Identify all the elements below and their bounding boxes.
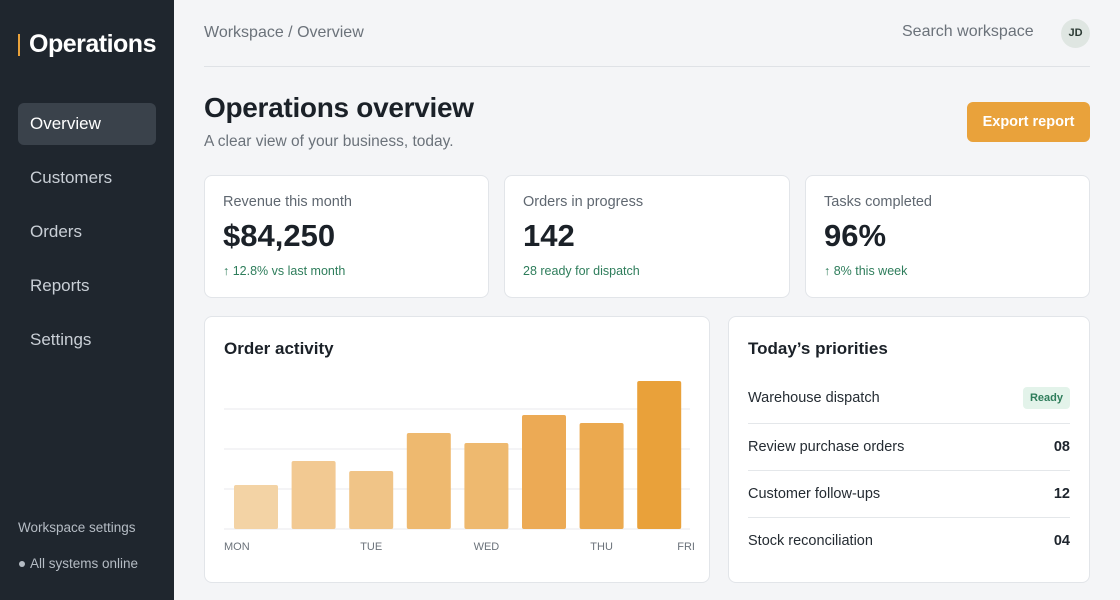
avatar[interactable]: JD — [1061, 19, 1090, 48]
divider — [204, 66, 1090, 67]
kpi-card: Orders in progress 142 28 ready for disp… — [504, 175, 790, 298]
priority-label: Review purchase orders — [748, 439, 905, 455]
kpi-note: ↑ 8% this week — [824, 264, 908, 278]
priority-row: Stock reconciliation 04 — [748, 518, 1070, 564]
priority-value: 08 — [1053, 439, 1070, 455]
x-tick-label: TUE — [360, 541, 382, 553]
kpi-note: 28 ready for dispatch — [523, 264, 640, 278]
kpi-label: Orders in progress — [523, 194, 644, 210]
bar — [464, 443, 509, 529]
priority-label: Stock reconciliation — [748, 533, 873, 549]
row-divider — [748, 517, 1070, 518]
x-tick-label: FRI — [677, 541, 695, 553]
bar — [291, 461, 336, 529]
status-badge: Ready — [1022, 387, 1070, 409]
bar — [406, 433, 451, 529]
chart: MON TUE WED THU FRI — [224, 381, 695, 553]
x-tick-label: WED — [474, 541, 500, 553]
row-divider — [748, 423, 1070, 424]
chart-card: Order activity MON TUE WED THU FRI — [204, 316, 710, 583]
bar — [522, 415, 566, 529]
kpi-value: 96% — [824, 218, 887, 253]
kpi-label: Revenue this month — [223, 194, 352, 210]
sidebar: Operations Overview Customers Orders Rep… — [0, 0, 174, 600]
priority-row: Review purchase orders 08 — [748, 424, 1070, 470]
bar — [579, 423, 624, 529]
page-title: Operations overview — [204, 92, 474, 123]
nav-item[interactable]: Orders — [30, 222, 82, 241]
brand-accent — [18, 34, 20, 56]
kpi-value: $84,250 — [223, 218, 336, 253]
kpi-note: ↑ 12.8% vs last month — [223, 264, 346, 278]
priority-label: Customer follow-ups — [748, 486, 881, 502]
priority-value: 04 — [1053, 533, 1070, 549]
kpi-value: 142 — [523, 218, 575, 253]
priority-row: Customer follow-ups 12 — [748, 471, 1070, 517]
row-divider — [748, 470, 1070, 471]
export-button[interactable]: Export report — [967, 102, 1090, 142]
priorities-card: Today’s priorities Warehouse dispatch Re… — [728, 316, 1090, 583]
kpi-card: Revenue this month $84,250 ↑ 12.8% vs la… — [204, 175, 489, 298]
kpi-label: Tasks completed — [824, 194, 932, 210]
priorities-title: Today’s priorities — [748, 339, 888, 358]
nav-item[interactable]: Overview — [18, 103, 156, 145]
chart-title: Order activity — [224, 339, 334, 358]
workspace-settings[interactable]: Workspace settings — [18, 520, 136, 535]
bar — [234, 485, 278, 529]
status-dot — [19, 561, 25, 567]
kpi-card: Tasks completed 96% ↑ 8% this week — [805, 175, 1090, 298]
page-subtitle: A clear view of your business, today. — [204, 133, 454, 150]
bar — [637, 381, 682, 529]
priority-label: Warehouse dispatch — [748, 390, 880, 406]
nav-item[interactable]: Settings — [30, 330, 92, 349]
x-tick-label: MON — [224, 541, 250, 553]
x-tick-label: THU — [590, 541, 613, 553]
priority-value: 12 — [1053, 486, 1070, 502]
priority-row: Warehouse dispatch Ready — [748, 375, 1070, 421]
nav-item[interactable]: Customers — [30, 168, 113, 187]
search[interactable]: Search workspace — [902, 23, 1034, 40]
status: All systems online — [30, 556, 139, 571]
breadcrumb: Workspace / Overview — [204, 24, 364, 41]
nav-item[interactable]: Reports — [30, 276, 90, 295]
brand: Operations — [29, 30, 156, 58]
bar — [349, 471, 394, 529]
